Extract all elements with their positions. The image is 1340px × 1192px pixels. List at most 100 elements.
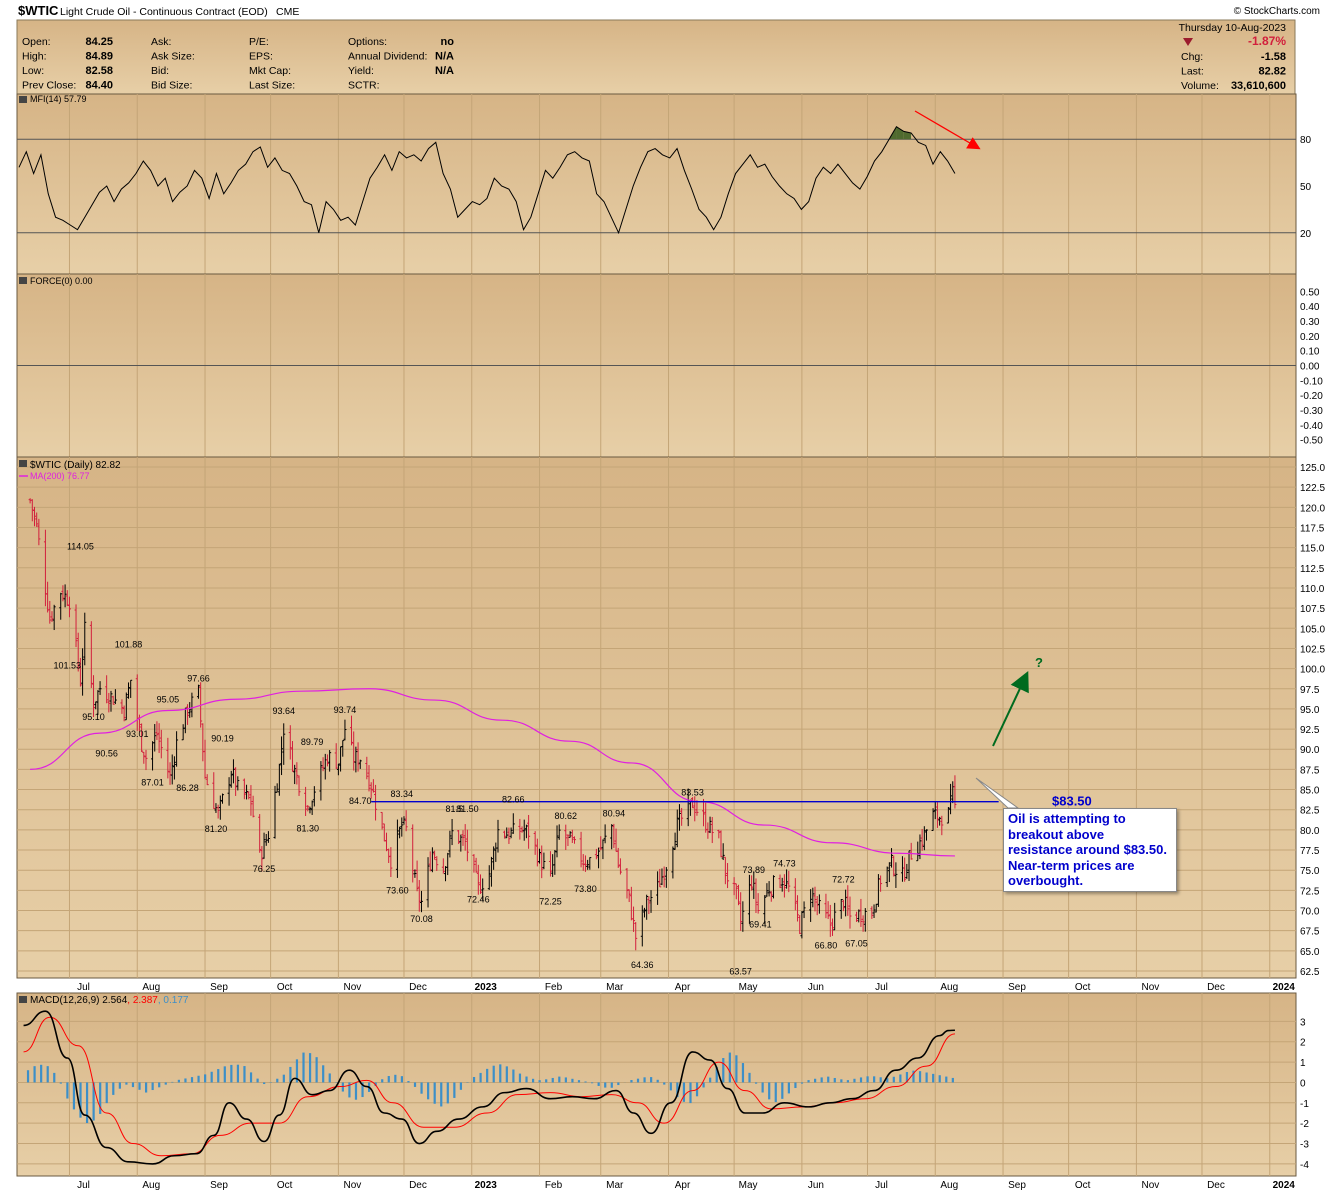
price-bar (907, 850, 911, 881)
price-bar (857, 909, 861, 923)
macd-hist-bar (99, 1082, 102, 1114)
price-bar (658, 868, 662, 888)
y-tick-label: 1 (1300, 1058, 1306, 1069)
price-bar (65, 590, 69, 607)
price-bar (710, 816, 714, 844)
macd-hist-bar (833, 1077, 836, 1083)
macd-hist-bar (722, 1058, 725, 1083)
price-legend: $WTIC (Daily) 82.82 (30, 460, 121, 471)
price-bar (417, 880, 421, 912)
macd-hist-bar (531, 1078, 535, 1083)
price-bar (597, 847, 601, 869)
price-bar (229, 770, 233, 788)
price-bar (892, 855, 896, 877)
price-bar (734, 883, 738, 900)
price-bar (632, 906, 636, 932)
y-tick-label: -0.50 (1300, 436, 1323, 447)
macd-hist-bar (899, 1074, 902, 1083)
quote-key: Bid Size: (151, 80, 192, 92)
price-bar (680, 807, 684, 826)
macd-hist-bar (636, 1078, 640, 1083)
x-tick-label: Sep (1008, 1180, 1026, 1191)
macd-hist-bar (781, 1082, 784, 1099)
price-bar (826, 901, 830, 920)
price-bar (325, 754, 329, 767)
quote-value: 84.40 (85, 80, 113, 92)
price-bar (793, 878, 797, 911)
x-tick-label: May (739, 982, 758, 993)
price-bar (465, 829, 469, 862)
price-bar (566, 834, 570, 846)
price-bar (649, 890, 653, 913)
macd-hist-bar (650, 1077, 653, 1083)
price-bar (175, 731, 179, 767)
price-bar (441, 858, 445, 874)
price-bar (334, 743, 338, 769)
quote-key: Prev Close: (22, 80, 76, 92)
price-bar (846, 885, 850, 916)
x-tick-label: 2024 (1273, 982, 1296, 993)
y-tick-label: 112.5 (1300, 564, 1325, 575)
pct-change: -1.87% (1248, 34, 1286, 48)
y-tick-label: -4 (1300, 1160, 1309, 1171)
price-bar (765, 883, 769, 897)
price-bar (518, 818, 522, 840)
macd-hist-bar (748, 1072, 751, 1083)
price-bar (935, 802, 939, 828)
macd-hist-bar (158, 1082, 161, 1088)
y-tick-label: 97.5 (1300, 685, 1320, 696)
force-legend: FORCE(0) 0.00 (30, 276, 93, 286)
price-bar (61, 585, 65, 602)
x-tick-label: Aug (940, 1180, 958, 1191)
price-bar (691, 797, 695, 809)
price-bar (739, 892, 743, 931)
price-bar (933, 801, 937, 820)
price-bar (196, 684, 200, 699)
price-bar (50, 611, 54, 622)
price-bar (885, 866, 889, 888)
price-annotation: 81.30 (297, 823, 320, 833)
macd-hist-bar (33, 1066, 36, 1083)
x-tick-label: Jul (77, 1180, 90, 1191)
price-frame (16, 456, 1297, 979)
macd-hist-bar (46, 1066, 49, 1083)
price-bar (664, 867, 668, 888)
price-bar (319, 761, 323, 801)
price-bar (496, 819, 500, 853)
price-bar (479, 874, 483, 894)
price-bar (553, 849, 557, 875)
price-bar (404, 810, 408, 832)
legend-swatch-icon (19, 996, 27, 1003)
price-annotation: 63.57 (729, 966, 752, 976)
mfi-frame (16, 93, 1297, 275)
macd-hist-bar (243, 1066, 246, 1083)
macd-hist-bar (236, 1064, 240, 1083)
price-bar (341, 740, 345, 757)
quote-key: High: (22, 51, 47, 63)
price-bar (747, 874, 751, 924)
price-bar (413, 869, 417, 878)
x-tick-label: 2023 (475, 982, 498, 993)
y-tick-label: 85.0 (1300, 786, 1320, 797)
price-bar (811, 887, 815, 908)
price-bar (754, 878, 758, 913)
macd-hist-bar (728, 1052, 731, 1083)
price-bar (640, 905, 644, 947)
price-annotation: 73.80 (574, 884, 597, 894)
macd-hist-bar (879, 1077, 882, 1083)
price-bar (756, 893, 760, 914)
macd-hist-bar (709, 1077, 712, 1083)
x-tick-label: Feb (545, 1180, 563, 1191)
quote-value: -1.58 (1261, 51, 1286, 63)
quote-key: Volume: (1181, 80, 1219, 92)
price-bar (573, 836, 577, 844)
price-bar (304, 786, 308, 816)
macd-hist-bar (217, 1069, 220, 1083)
macd-hist-bar (538, 1080, 541, 1083)
exchange: CME (276, 6, 299, 18)
quote-value: 33,610,600 (1231, 80, 1286, 92)
macd-hist-bar (472, 1076, 476, 1083)
macd-hist-bar (669, 1082, 672, 1091)
price-bar (389, 847, 393, 878)
price-annotation: 93.64 (272, 706, 295, 716)
